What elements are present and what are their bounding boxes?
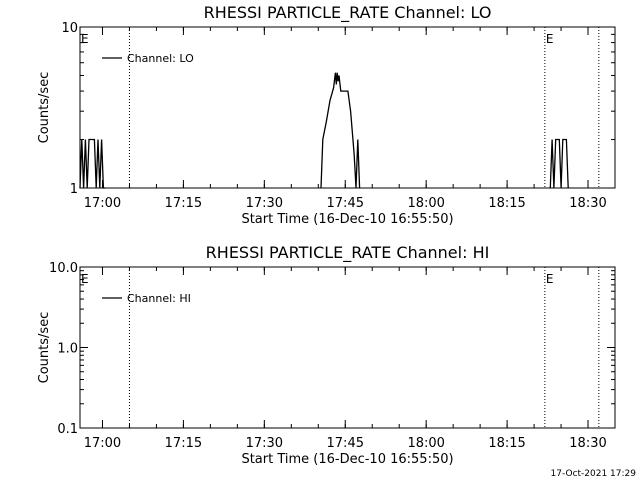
marker-label: E — [81, 32, 89, 46]
y-tick-label: 1 — [70, 182, 78, 197]
legend-label: Channel: HI — [127, 292, 191, 305]
marker-label: E — [81, 272, 89, 286]
y-tick-label: 10 — [61, 21, 78, 36]
chart-panel-2: RHESSI PARTICLE_RATE Channel: HI 17:00 17:… — [37, 243, 616, 467]
y-tick-label: 10.0 — [49, 261, 78, 276]
y-tick-label: 1.0 — [57, 342, 78, 357]
x-tick-label: 17:45 — [327, 196, 364, 211]
x-tick-label: 17:30 — [246, 436, 283, 451]
x-tick-label: 18:00 — [407, 436, 444, 451]
x-tick-label: 18:00 — [407, 196, 444, 211]
x-tick-label: 18:30 — [569, 436, 606, 451]
x-tick-label: 17:15 — [165, 436, 202, 451]
x-tick-label: 17:15 — [165, 196, 202, 211]
x-tick-label: 17:00 — [84, 196, 121, 211]
x-axis-label: Start Time (16-Dec-10 16:55:50) — [241, 212, 453, 227]
x-tick-label: 17:30 — [246, 196, 283, 211]
x-tick-label: 18:30 — [569, 196, 606, 211]
series-line — [320, 72, 361, 189]
x-axis-label: Start Time (16-Dec-10 16:55:50) — [241, 452, 453, 467]
marker-label: E — [546, 32, 554, 46]
chart-panel-1: RHESSI PARTICLE_RATE Channel: LO 17:00 17:… — [37, 3, 616, 227]
marker-label: E — [546, 272, 554, 286]
y-tick-label: 0.1 — [57, 422, 78, 437]
y-axis-label: Counts/sec — [37, 312, 52, 384]
x-tick-label: 17:00 — [84, 436, 121, 451]
x-tick-label: 18:15 — [488, 436, 525, 451]
series-line — [549, 138, 569, 189]
legend-label: Channel: LO — [127, 52, 194, 65]
chart-title: RHESSI PARTICLE_RATE Channel: HI — [206, 243, 490, 263]
series-line — [79, 138, 106, 189]
plot-frame — [79, 26, 616, 189]
x-tick-label: 17:45 — [327, 436, 364, 451]
y-axis-label: Counts/sec — [37, 72, 52, 144]
x-tick-label: 18:15 — [488, 196, 525, 211]
chart-title: RHESSI PARTICLE_RATE Channel: LO — [204, 3, 492, 23]
timestamp: 17-Oct-2021 17:29 — [551, 469, 637, 479]
